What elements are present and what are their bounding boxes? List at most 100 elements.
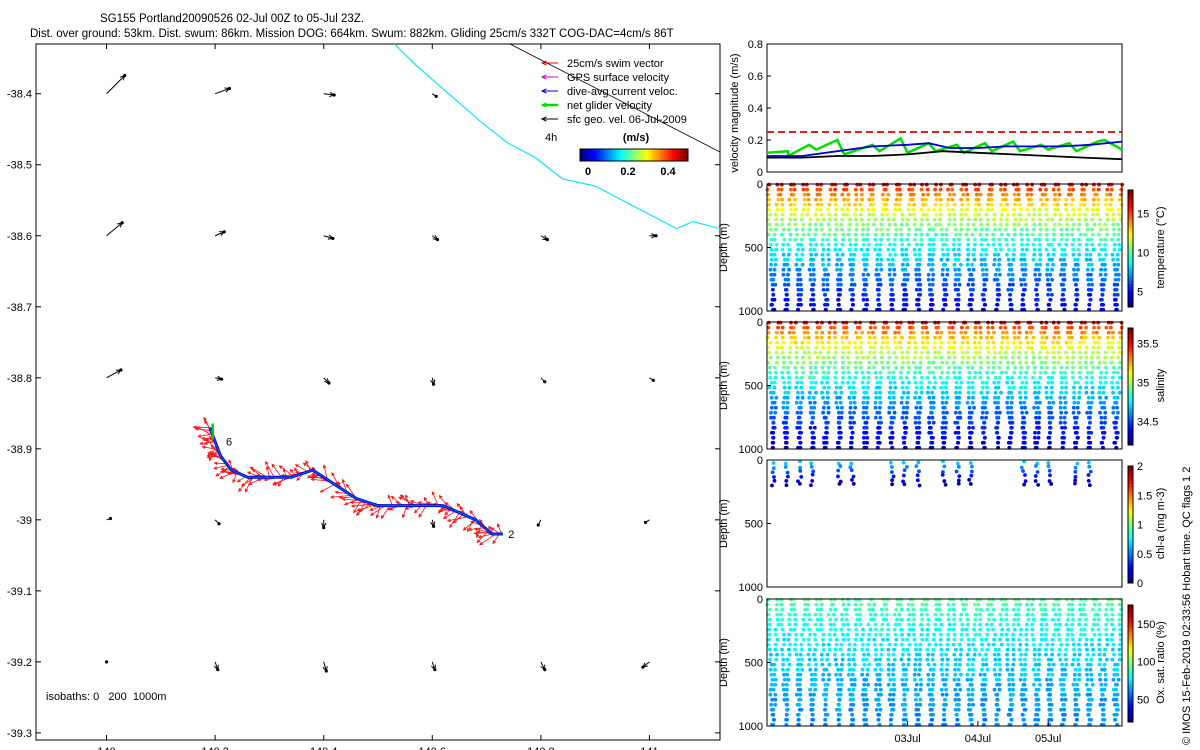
oxygen-point <box>878 687 883 692</box>
salinity-point <box>1010 420 1015 425</box>
oxygen-point <box>854 632 859 637</box>
temperature-point <box>985 217 990 222</box>
temperature-point <box>1104 202 1108 207</box>
temperature-point <box>800 227 805 232</box>
temperature-point <box>1005 252 1009 257</box>
temperature-point <box>1038 262 1042 267</box>
oxygen-point <box>1070 632 1075 637</box>
salinity-point <box>772 400 777 405</box>
swim-vector <box>208 452 221 455</box>
salinity-point <box>970 380 975 385</box>
temperature-point <box>1022 257 1027 262</box>
salinity-point <box>1069 325 1074 330</box>
temperature-point <box>1012 232 1017 237</box>
oxygen-point <box>821 677 826 682</box>
oxygen-point <box>946 632 951 637</box>
oxygen-point <box>945 647 950 652</box>
temperature-point <box>805 212 810 217</box>
salinity-point <box>996 435 1001 440</box>
oxygen-point <box>952 617 957 622</box>
legend-swatch-arrowhead <box>540 74 547 80</box>
salinity-point <box>943 435 947 440</box>
oxygen-point <box>1061 702 1066 707</box>
oxygen-point <box>925 647 930 652</box>
oxygen-point <box>983 717 988 722</box>
salinity-point <box>983 400 988 405</box>
oxygen-point <box>1060 692 1064 697</box>
salinity-point <box>838 400 843 405</box>
swim-vector-arrowhead <box>390 495 395 500</box>
salinity-point <box>873 400 878 405</box>
oxygen-point <box>794 652 799 657</box>
salinity-point <box>998 325 1003 330</box>
salinity-point <box>773 375 778 380</box>
swim-vector-arrowhead <box>249 466 254 470</box>
oxygen-point <box>899 657 904 662</box>
temperature-point <box>1019 237 1024 242</box>
salinity-point <box>1060 385 1064 390</box>
salinity-point <box>952 340 957 345</box>
oxygen-point <box>768 657 772 662</box>
oxygen-point <box>918 667 922 672</box>
oxygen-point <box>1101 702 1106 707</box>
salinity-point <box>872 335 877 340</box>
oxygen-point <box>1045 677 1049 682</box>
oxygen-point <box>851 697 855 702</box>
swim-vector-arrowhead <box>238 488 242 493</box>
temperature-point <box>780 222 785 227</box>
salinity-point <box>802 335 807 340</box>
temperature-point <box>996 297 1001 302</box>
salinity-point <box>969 420 974 425</box>
temperature-point <box>1032 222 1037 227</box>
oxygen-point <box>804 607 809 612</box>
salinity-point <box>826 370 831 375</box>
salinity-point <box>774 335 778 340</box>
oxygen-point <box>1023 697 1028 702</box>
salinity-point <box>1062 395 1067 400</box>
temperature-point <box>1026 187 1031 192</box>
oxygen-point <box>900 632 904 637</box>
swim-vector <box>320 483 335 493</box>
swim-vector-arrowhead <box>469 510 474 514</box>
salinity-point <box>846 370 851 375</box>
temperature-point <box>1062 277 1067 282</box>
colorbar-segment <box>666 149 669 161</box>
oxygen-point <box>1090 682 1095 687</box>
salinity-point <box>807 390 812 395</box>
temperature-point <box>917 247 922 252</box>
oxygen-point <box>906 652 911 657</box>
oxygen-point <box>1088 692 1092 697</box>
swim-vector-arrowhead <box>475 530 481 534</box>
colorbar-segment <box>650 149 653 161</box>
temperature-point <box>881 182 886 187</box>
oxygen-point <box>798 692 803 697</box>
temperature-point <box>1071 187 1075 192</box>
oxygen-point <box>785 672 790 677</box>
oxygen-point <box>998 637 1002 642</box>
temperature-point <box>1091 182 1096 187</box>
salinity-point <box>823 415 828 420</box>
temperature-point <box>973 207 978 212</box>
oxygen-point <box>846 602 851 607</box>
temperature-point <box>989 202 994 207</box>
oxygen-point <box>893 632 898 637</box>
oxygen-point <box>867 662 871 667</box>
temperature-point <box>1106 207 1110 212</box>
salinity-point <box>838 395 842 400</box>
salinity-point <box>995 425 1000 430</box>
oxygen-point <box>887 697 892 702</box>
oxygen-point <box>860 647 865 652</box>
chl-a-point <box>915 478 920 483</box>
temperature-point <box>919 187 924 192</box>
salinity-point <box>844 320 849 325</box>
oxygen-point <box>995 702 1000 707</box>
oxygen-point <box>967 702 971 707</box>
temperature-point <box>905 222 910 227</box>
salinity-point <box>774 350 779 355</box>
salinity-point <box>1068 340 1073 345</box>
salinity-point <box>1028 320 1033 325</box>
oxygen-point <box>813 687 818 692</box>
vertical-colorbar-segment <box>1128 550 1133 555</box>
salinity-point <box>959 345 963 350</box>
temperature-point <box>1062 247 1067 252</box>
